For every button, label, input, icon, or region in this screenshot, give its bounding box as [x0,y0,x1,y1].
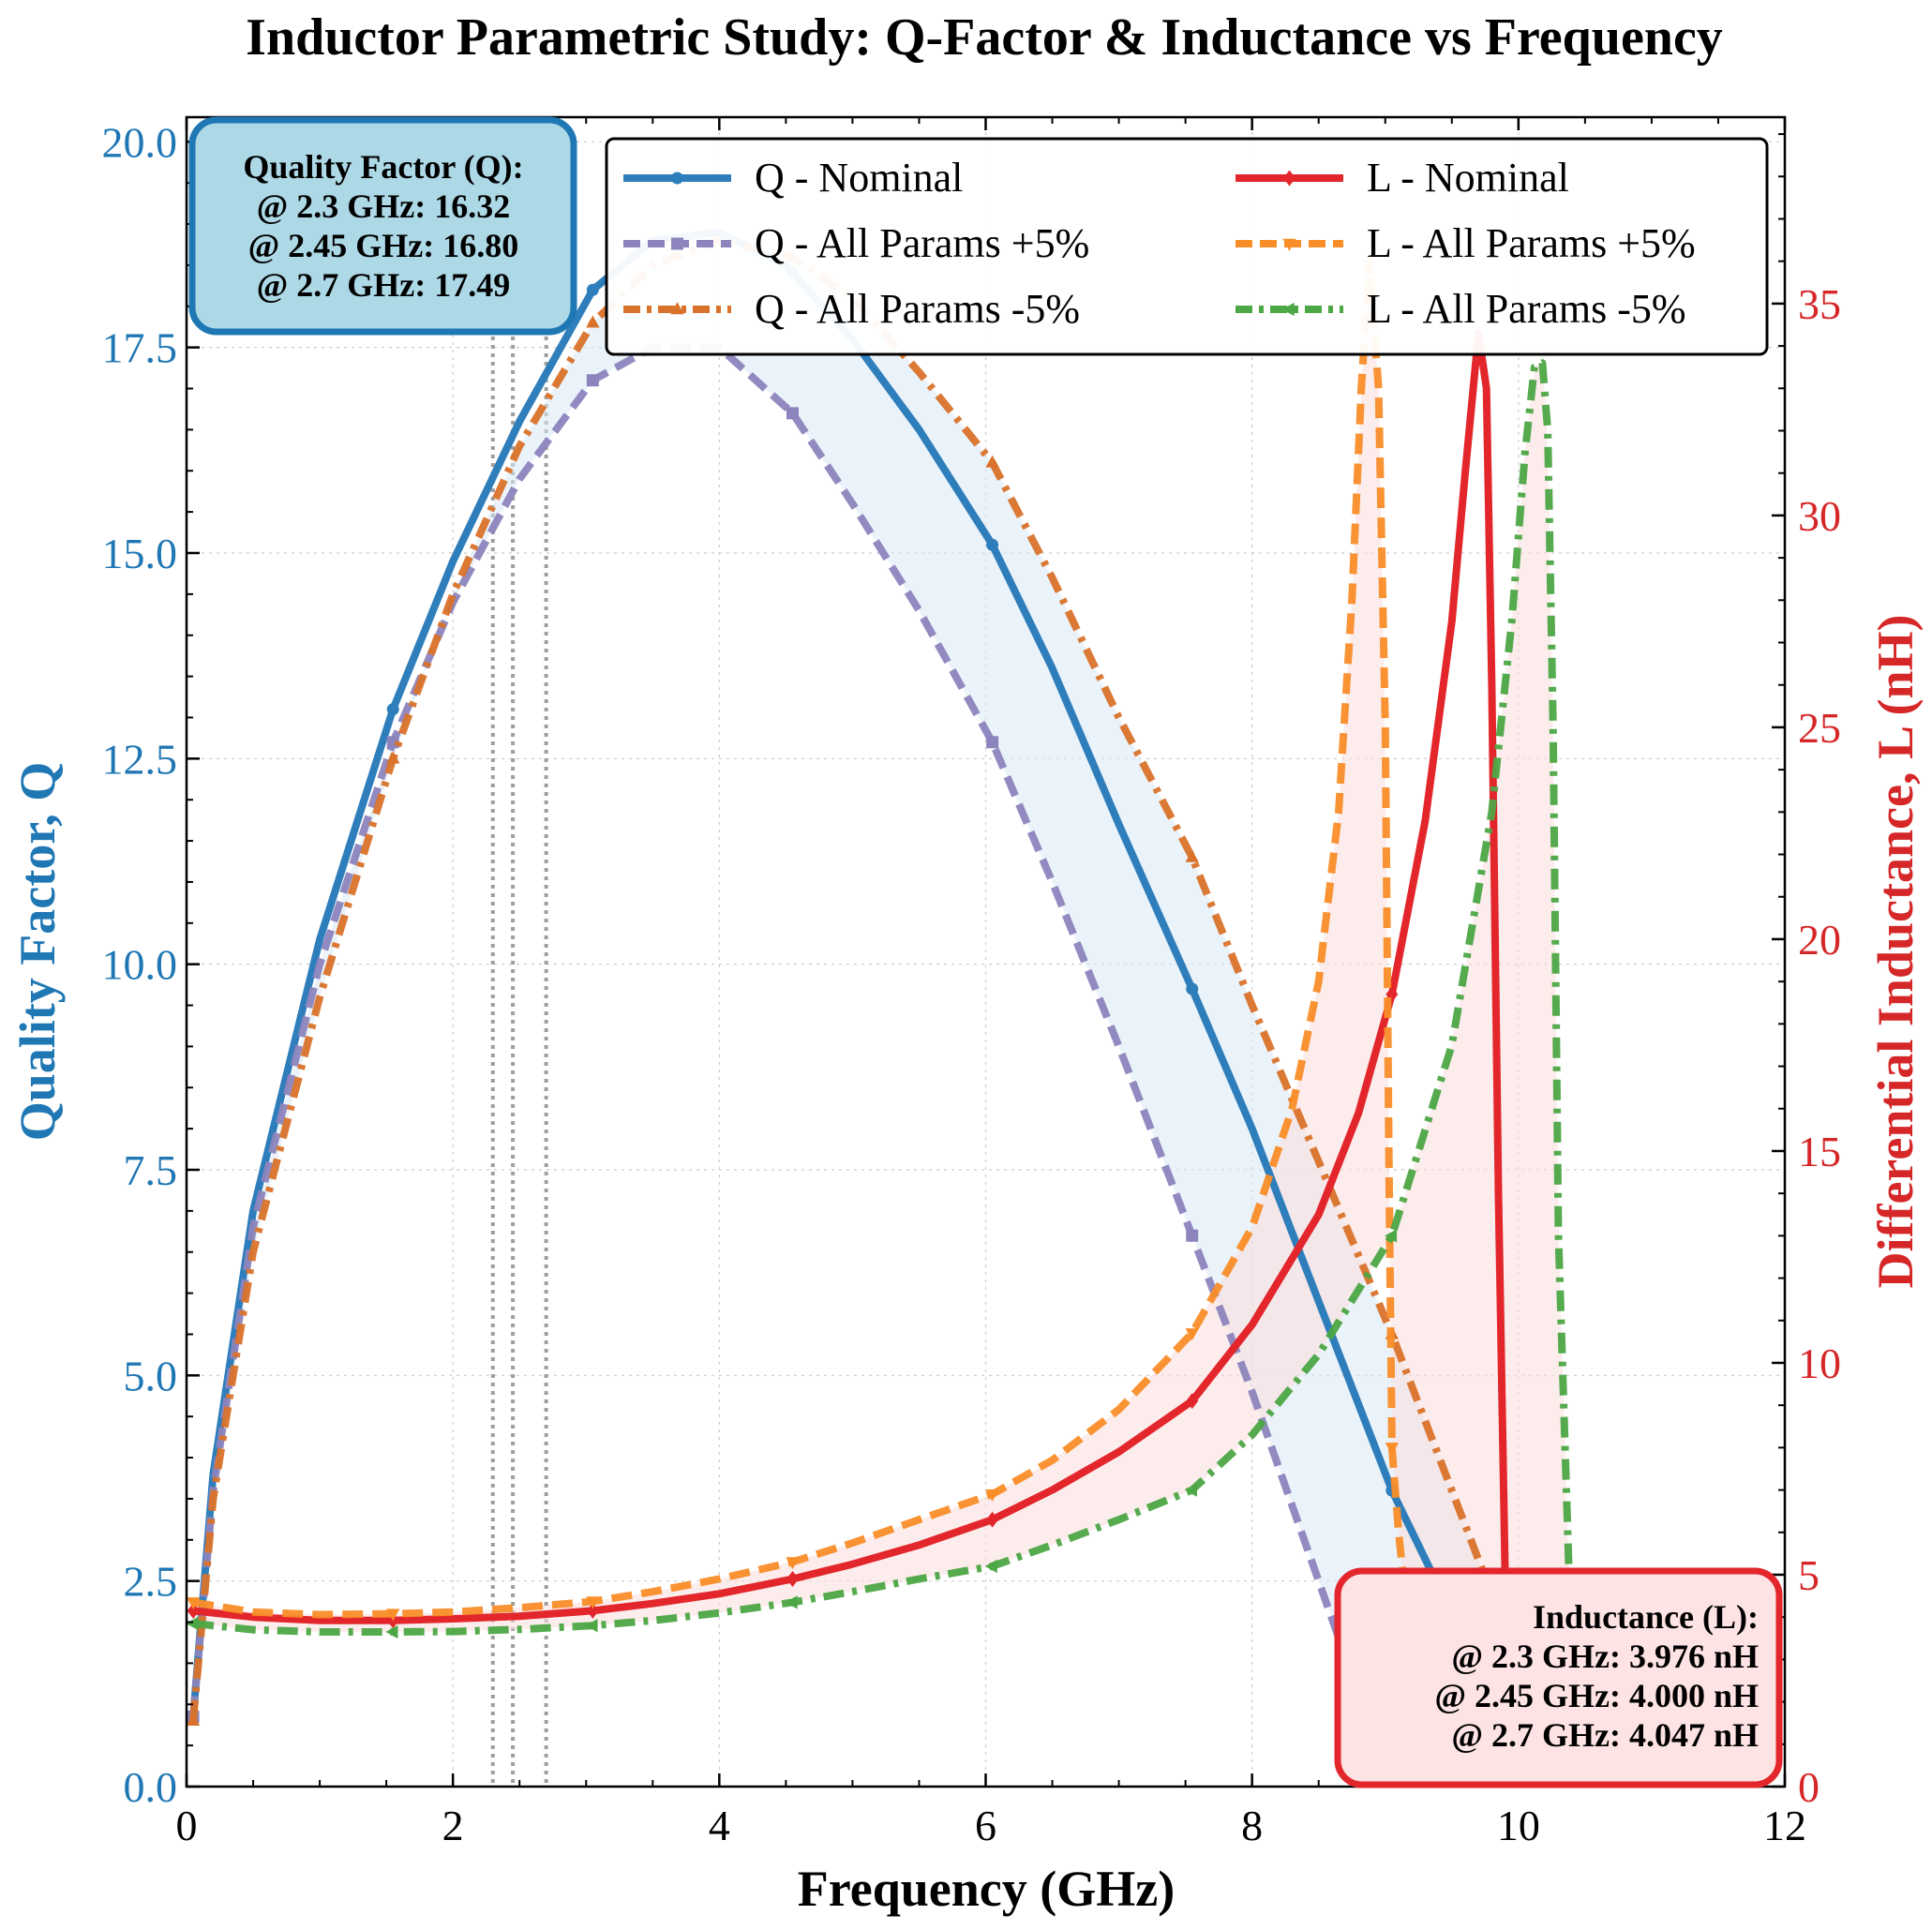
series-point-q-all-params-5 [985,455,999,468]
series-point-l-all-params-5 [1385,1229,1398,1243]
series-point-q-nominal [986,538,999,551]
x-axis-label: Frequency (GHz) [798,1861,1175,1917]
y-right-tick-label: 30 [1798,492,1841,540]
series-point-l-nominal [187,1602,200,1619]
series-point-l-all-params-5 [785,1595,798,1609]
y-left-tick-label: 0.0 [124,1763,178,1811]
l-annotation-background [1334,1567,1783,1788]
q-annotation-line-3: @ 2.7 GHz: 17.49 [257,266,510,304]
series-point-l-all-params-5 [985,1489,999,1502]
y-right-tick-label: 15 [1798,1128,1841,1175]
legend-marker-l-all-params-5 [1281,302,1295,317]
series-point-l-nominal [786,1571,799,1587]
l-annotation-title: Inductance (L): [1533,1598,1759,1636]
series-point-q-all-params-5 [986,736,999,749]
x-tick-label: 6 [975,1802,996,1849]
series-line-l-all-params-5 [192,257,1436,1787]
series-point-q-all-params-5 [786,407,799,420]
legend-label-l-nominal: L - Nominal [1367,155,1569,201]
l-annotation-box: Inductance (L): @ 2.3 GHz: 3.976 nH @ 2.… [1334,1567,1783,1788]
series-point-q-all-params-5 [586,374,599,387]
x-tick-label: 0 [176,1802,198,1849]
series-point-l-nominal [986,1511,999,1528]
legend-swatches [623,170,1343,317]
q-annotation-box: Quality Factor (Q): @ 2.3 GHz: 16.32 @ 2… [188,116,577,336]
legend-frame [605,137,1769,356]
series-point-l-all-params-5 [984,1559,997,1574]
x-tick-label: 8 [1241,1802,1263,1849]
y-left-tick-label: 10.0 [102,941,178,989]
series-point-q-nominal [1186,982,1199,995]
y-left-tick-label: 5.0 [124,1352,178,1399]
series-point-q-all-params-5 [1185,849,1199,862]
series-line-q-all-params-5 [189,343,1389,1772]
y-right-tick-label: 10 [1798,1339,1841,1387]
series-point-l-all-params-5 [585,1619,598,1633]
y-left-tick-label: 2.5 [124,1558,178,1606]
y-right-tick-label: 20 [1798,916,1841,964]
axis-ticks: 0 2 4 6 8 10 12 0.0 2.5 5.0 7.5 10.0 12.5 15.0 17.5 20.… [102,117,1841,1849]
y-right-tick-label: 0 [1798,1763,1820,1811]
series-point-l-all-params-5 [385,1624,398,1639]
y-axis-label-right: Differential Inductance, L (nH) [1867,615,1924,1289]
series-point-l-nominal [586,1602,599,1619]
legend-label-l-plus5: L - All Params +5% [1367,220,1696,266]
y-left-tick-label: 12.5 [102,735,178,783]
l-annotation-line-1: @ 2.3 GHz: 3.976 nH [1452,1638,1759,1675]
l-annotation-line-3: @ 2.7 GHz: 4.047 nH [1452,1716,1759,1754]
legend: Q - Nominal Q - All Params +5% Q - All P… [605,137,1769,356]
y-right-tick-label: 35 [1798,280,1841,328]
l-tolerance-band [193,279,1579,1787]
series-point-q-nominal [586,283,599,296]
legend-marker-q-all-params-5 [670,302,684,315]
series-point-l-all-params-5 [586,1596,600,1609]
series-point-q-all-params-5 [1186,1229,1199,1242]
legend-marker-q-all-params-5 [671,237,683,250]
legend-marker-l-nominal [1283,170,1295,187]
series-point-q-all-params-5 [187,1713,201,1727]
series-line-q-all-params-5 [189,236,1582,1787]
legend-label-q-minus5: Q - All Params -5% [755,286,1080,332]
series-point-l-all-params-5 [786,1557,800,1570]
series-point-l-nominal [1186,1393,1199,1410]
y-right-tick-label: 5 [1798,1551,1820,1599]
x-tick-label: 4 [709,1802,730,1849]
q-annotation-line-2: @ 2.45 GHz: 16.80 [248,227,518,264]
series-point-l-nominal [1385,986,1399,1003]
reference-lines [490,117,548,1787]
q-annotation-line-1: @ 2.3 GHz: 16.32 [257,187,510,225]
y-left-tick-label: 15.0 [102,530,178,577]
legend-marker-l-all-params-5 [1282,238,1296,251]
legend-label-q-plus5: Q - All Params +5% [755,220,1089,266]
series-point-l-all-params-5 [1385,1443,1400,1456]
y-axis-label-left: Quality Factor, Q [9,762,66,1141]
q-annotation-title: Quality Factor (Q): [243,148,523,186]
series-point-l-all-params-5 [187,1597,201,1610]
legend-marker-q-nominal [671,172,683,185]
q-annotation-background [188,116,577,336]
l-annotation-line-2: @ 2.45 GHz: 4.000 nH [1435,1677,1759,1714]
y-left-tick-label: 17.5 [102,324,178,372]
legend-label-q-nominal: Q - Nominal [755,155,963,201]
series-point-l-all-params-5 [187,1616,199,1631]
x-tick-label: 2 [442,1802,464,1849]
legend-label-l-minus5: L - All Params -5% [1367,286,1686,332]
series-point-q-all-params-5 [586,315,600,328]
series-point-l-all-params-5 [1184,1483,1197,1497]
x-tick-label: 10 [1497,1802,1540,1849]
series-point-q-all-params-5 [386,751,400,764]
y-right-tick-label: 25 [1798,704,1841,752]
y-left-tick-label: 7.5 [124,1146,178,1194]
series-point-q-nominal [386,703,399,716]
series-point-l-all-params-5 [386,1608,400,1622]
chart-title: Inductor Parametric Study: Q-Factor & In… [246,8,1723,67]
series-point-l-all-params-5 [1185,1328,1199,1341]
y-left-tick-label: 20.0 [102,118,178,166]
x-tick-label: 12 [1763,1802,1806,1849]
series-line-l-all-params-5 [192,359,1582,1787]
